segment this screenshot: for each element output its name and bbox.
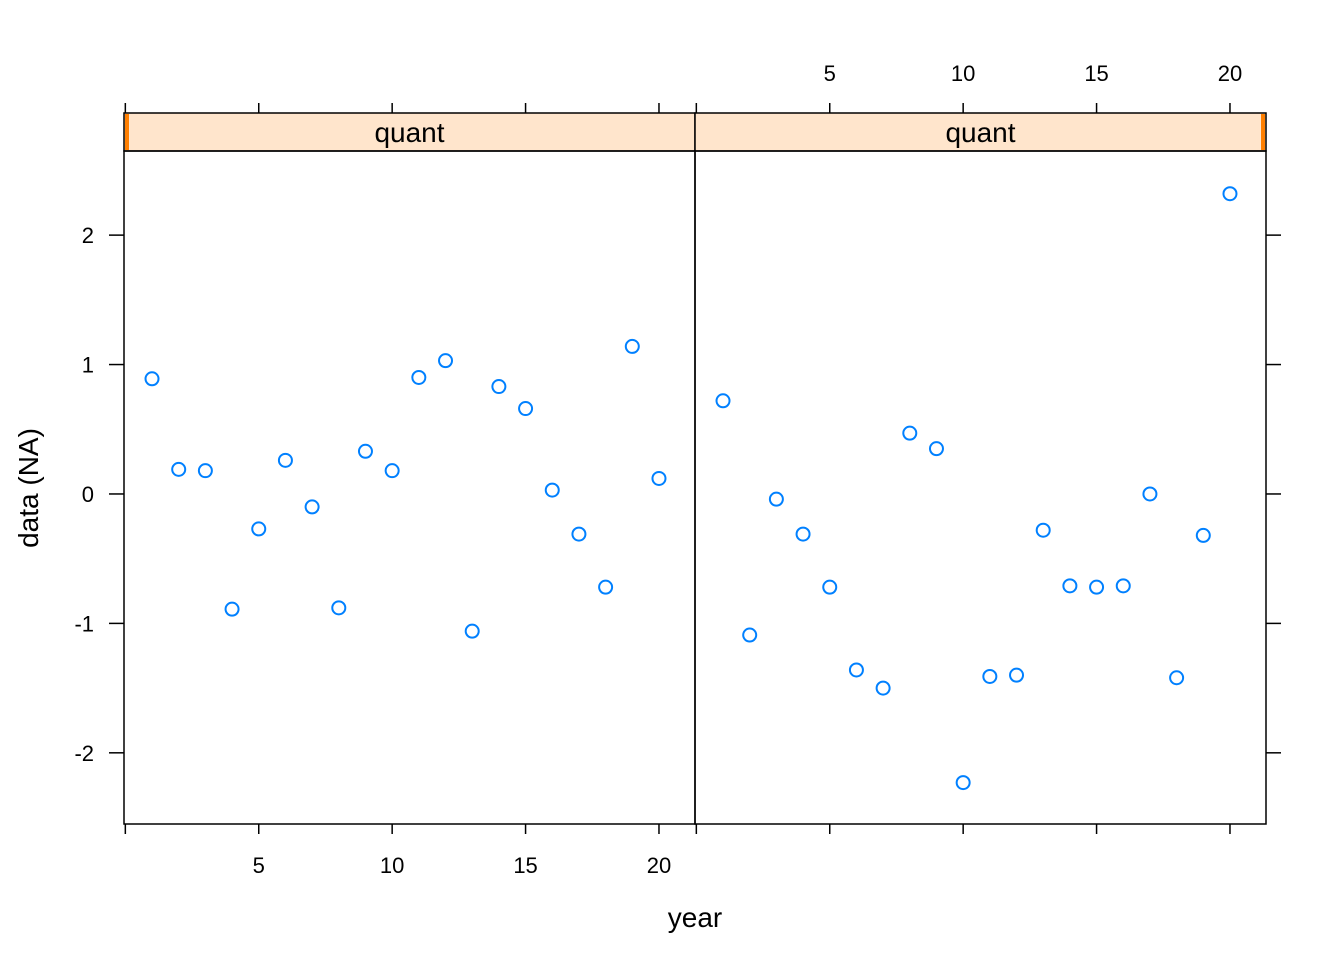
data-point (571, 526, 587, 542)
data-point (251, 521, 267, 537)
data-point (955, 775, 971, 791)
x-tick-label: 10 (380, 853, 404, 878)
data-point (197, 463, 213, 479)
data-point (822, 579, 838, 595)
data-point (1195, 527, 1211, 543)
data-point (624, 338, 640, 354)
data-point (598, 579, 614, 595)
x-tick-label: 15 (1084, 61, 1108, 86)
data-point (848, 662, 864, 678)
data-point (795, 526, 811, 542)
strip-label: quant (374, 117, 444, 148)
panel-frame (694, 150, 1267, 825)
data-point (875, 680, 891, 696)
y-tick-label: 1 (82, 353, 94, 378)
y-tick-label: 2 (82, 223, 94, 248)
strip-background (694, 112, 1267, 152)
y-axis-label: data (NA) (13, 428, 44, 548)
data-point (518, 401, 534, 417)
x-tick-label: 20 (1218, 61, 1242, 86)
data-point (1169, 670, 1185, 686)
data-point (1142, 486, 1158, 502)
data-point (1222, 186, 1238, 202)
data-point (982, 668, 998, 684)
data-point (464, 623, 480, 639)
y-tick-label: -1 (74, 611, 94, 636)
data-point (144, 371, 160, 387)
x-tick-label: 5 (253, 853, 265, 878)
data-point (742, 627, 758, 643)
data-point (1089, 579, 1105, 595)
x-tick-label: 10 (951, 61, 975, 86)
data-point (304, 499, 320, 515)
strip-label: quant (945, 117, 1015, 148)
data-point (651, 470, 667, 486)
data-point (224, 601, 240, 617)
x-tick-label: 5 (824, 61, 836, 86)
y-tick-label: 0 (82, 482, 94, 507)
data-point (768, 491, 784, 507)
strip-level-marker (1261, 114, 1265, 150)
data-point (928, 441, 944, 457)
x-tick-label: 20 (647, 853, 671, 878)
data-point (1035, 522, 1051, 538)
strip-background (123, 112, 696, 152)
strip-level-marker (125, 114, 129, 150)
x-axis-label: year (668, 902, 722, 933)
x-tick-label: 15 (513, 853, 537, 878)
data-point (331, 600, 347, 616)
data-point (902, 425, 918, 441)
data-point (277, 452, 293, 468)
data-point (438, 353, 454, 369)
data-point (1009, 667, 1025, 683)
data-point (491, 379, 507, 395)
data-point (715, 393, 731, 409)
panel-2: quant 5 10 15 20 (694, 61, 1281, 834)
panel-frame (123, 150, 696, 825)
data-point (411, 369, 427, 385)
data-point (384, 463, 400, 479)
data-point (171, 461, 187, 477)
panel-1: quant 5 10 15 20 -2 -1 0 1 2 (74, 103, 696, 878)
panels-layer: quant 5 10 15 20 -2 -1 0 1 2 quant 5 10 15 20 (74, 61, 1281, 878)
y-tick-label: -2 (74, 741, 94, 766)
data-point (544, 482, 560, 498)
data-point (1115, 578, 1131, 594)
data-point (1062, 578, 1078, 594)
data-point (357, 443, 373, 459)
